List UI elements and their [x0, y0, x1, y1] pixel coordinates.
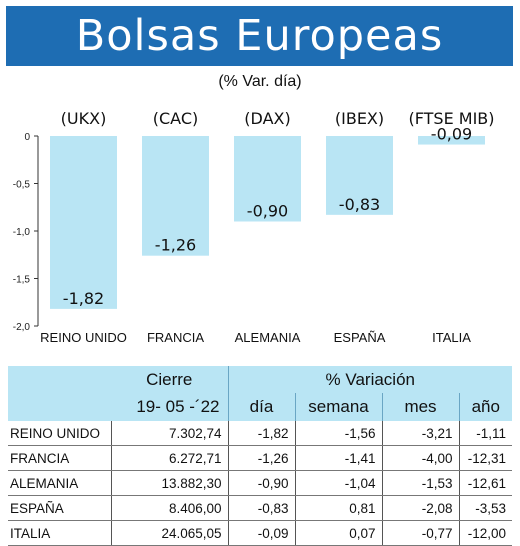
row-cierre: 7.302,74	[110, 421, 228, 446]
bar	[142, 136, 209, 256]
row-name: FRANCIA	[8, 445, 111, 471]
y-tick-label: -1,0	[13, 227, 31, 238]
row-mes: -0,77	[381, 520, 459, 546]
table-row: ALEMANIA 13.882,30 -0,90 -1,04 -1,53 -12,61	[8, 470, 513, 496]
row-dia: -1,26	[227, 445, 295, 471]
row-dia: -1,82	[227, 421, 295, 446]
bar-value-label: -1,26	[155, 236, 196, 255]
row-mes: -1,53	[381, 470, 459, 496]
bar-value-label: -0,83	[339, 195, 380, 214]
row-semana: -1,04	[294, 470, 382, 496]
bar	[234, 136, 301, 222]
y-tick-label: -0,5	[13, 180, 31, 191]
row-name: REINO UNIDO	[8, 421, 111, 446]
table-header-row: Cierre % Variación	[8, 366, 513, 393]
row-mes: -3,21	[381, 421, 459, 446]
bar	[418, 136, 485, 145]
header-mes: mes	[381, 393, 459, 421]
row-dia: -0,83	[227, 495, 295, 521]
index-label: (DAX)	[244, 109, 290, 128]
header-variacion: % Variación	[227, 366, 513, 393]
header-dia: día	[227, 393, 295, 421]
bar	[50, 136, 117, 309]
row-cierre: 6.272,71	[110, 445, 228, 471]
table-row: REINO UNIDO 7.302,74 -1,82 -1,56 -3,21 -1,11	[8, 421, 513, 446]
table-row: FRANCIA 6.272,71 -1,26 -1,41 -4,00 -12,31	[8, 445, 513, 471]
bars: (UKX) -1,82 REINO UNIDO (CAC) -1,26 FRANCIA (D…	[40, 109, 494, 345]
header-ano: año	[458, 393, 513, 421]
title-banner: Bolsas Europeas	[6, 6, 513, 66]
row-mes: -2,08	[381, 495, 459, 521]
chart-title: Bolsas Europeas	[75, 11, 444, 61]
y-tick-label: -1,5	[13, 275, 31, 286]
row-mes: -4,00	[381, 445, 459, 471]
chart-subtitle: (% Var. día)	[218, 73, 302, 90]
row-cierre: 8.406,00	[110, 495, 228, 521]
index-label: (CAC)	[153, 109, 199, 128]
y-tick-label: 0	[24, 132, 30, 143]
category-label: REINO UNIDO	[40, 330, 127, 345]
row-dia: -0,90	[227, 470, 295, 496]
row-dia: -0,09	[227, 520, 295, 546]
category-label: ALEMANIA	[235, 330, 301, 345]
index-label: (IBEX)	[335, 109, 384, 128]
header-semana: semana	[294, 393, 382, 421]
row-ano: -3,53	[458, 495, 513, 521]
category-label: FRANCIA	[147, 330, 204, 345]
row-semana: 0,81	[294, 495, 382, 521]
row-cierre: 24.065,05	[110, 520, 228, 546]
bar	[326, 136, 393, 215]
index-label: (UKX)	[61, 109, 107, 128]
table-row: ESPAÑA 8.406,00 -0,83 0,81 -2,08 -3,53	[8, 495, 513, 521]
header-date: 19- 05 -´22	[111, 393, 228, 421]
category-label: ESPAÑA	[334, 330, 386, 345]
table-row: ITALIA 24.065,05 -0,09 0,07 -0,77 -12,00	[8, 520, 513, 546]
table-subheader-row: 19- 05 -´22 día semana mes año	[8, 393, 513, 421]
markets-table: Cierre % Variación 19- 05 -´22 día seman…	[8, 366, 513, 546]
row-ano: -1,11	[458, 421, 513, 446]
row-ano: -12,00	[458, 520, 513, 546]
header-cierre: Cierre	[111, 366, 228, 393]
row-ano: -12,31	[458, 445, 513, 471]
bar-value-label: -0,09	[431, 125, 472, 144]
y-axis: 0 -0,5 -1,0 -1,5 -2,0	[13, 132, 39, 333]
row-semana: 0,07	[294, 520, 382, 546]
row-name: ITALIA	[8, 520, 111, 546]
row-name: ESPAÑA	[8, 495, 111, 521]
index-label: (FTSE MIB)	[408, 109, 494, 128]
bar-value-label: -1,82	[63, 289, 104, 308]
row-ano: -12,61	[458, 470, 513, 496]
row-semana: -1,56	[294, 421, 382, 446]
row-cierre: 13.882,30	[110, 470, 228, 496]
category-label: ITALIA	[432, 330, 471, 345]
y-tick-label: -2,0	[13, 322, 31, 333]
row-semana: -1,41	[294, 445, 382, 471]
row-name: ALEMANIA	[8, 470, 111, 496]
bar-value-label: -0,90	[247, 202, 288, 221]
